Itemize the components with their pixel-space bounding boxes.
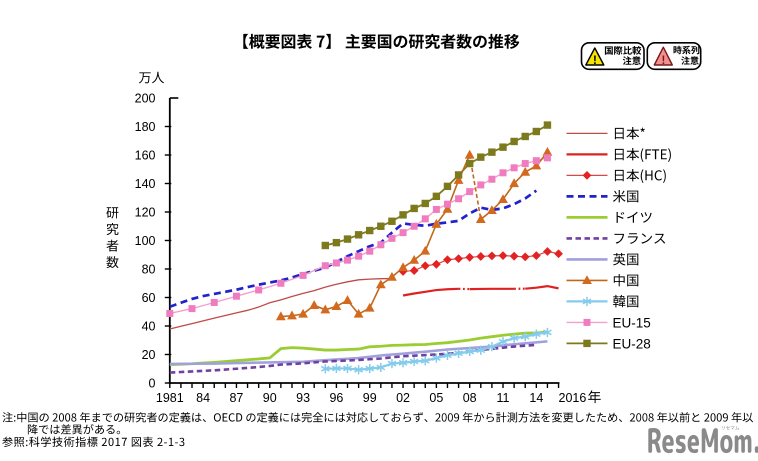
svg-text:11: 11 [497, 391, 510, 405]
svg-text:08: 08 [463, 391, 477, 405]
svg-text:02: 02 [396, 391, 410, 405]
svg-text:120: 120 [135, 205, 156, 219]
svg-text:160: 160 [135, 148, 156, 162]
svg-text:84: 84 [196, 391, 210, 405]
svg-text:90: 90 [263, 391, 277, 405]
svg-text:1981: 1981 [156, 391, 184, 405]
svg-text:20: 20 [142, 348, 156, 362]
svg-text:99: 99 [363, 391, 377, 405]
svg-text:05: 05 [429, 391, 443, 405]
svg-text:!: ! [661, 55, 665, 67]
svg-text:0: 0 [149, 376, 156, 390]
svg-text:14: 14 [529, 391, 543, 405]
svg-text:96: 96 [329, 391, 343, 405]
svg-text:93: 93 [296, 391, 310, 405]
svg-text:140: 140 [135, 177, 156, 191]
svg-text:40: 40 [142, 319, 156, 333]
svg-text:200: 200 [135, 91, 156, 105]
svg-text:EU-28: EU-28 [613, 336, 651, 351]
svg-text:EU-15: EU-15 [613, 315, 651, 330]
svg-text:2016: 2016 [559, 391, 587, 405]
svg-text:100: 100 [135, 234, 156, 248]
svg-text:80: 80 [142, 262, 156, 276]
svg-text:180: 180 [135, 120, 156, 134]
svg-text:60: 60 [142, 291, 156, 305]
svg-text:!: ! [593, 55, 597, 67]
svg-text:87: 87 [229, 391, 243, 405]
